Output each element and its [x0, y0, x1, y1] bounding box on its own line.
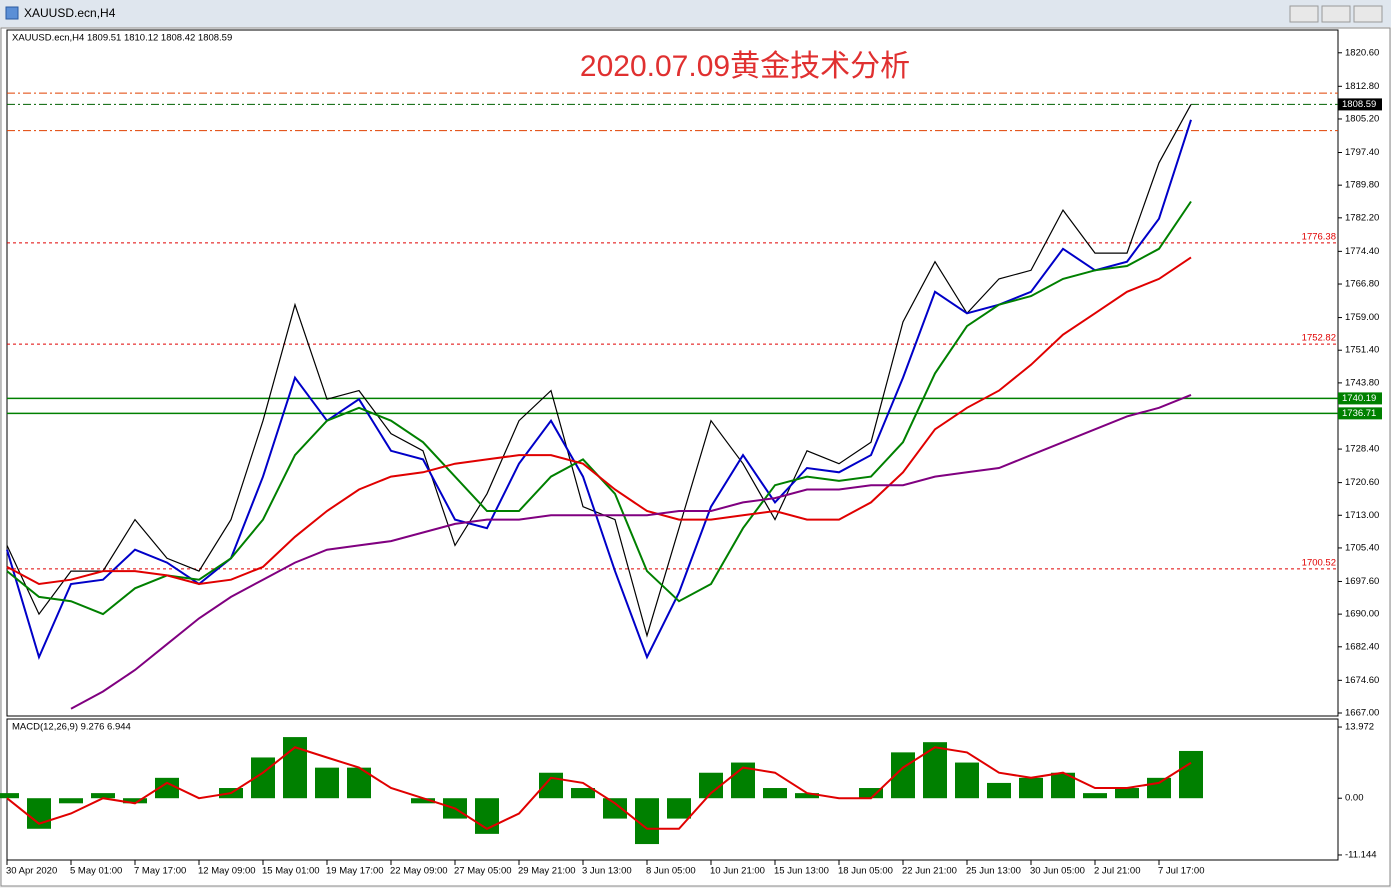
y-tick-label: 1690.00 [1345, 609, 1379, 620]
y-tick-label: 1812.80 [1345, 81, 1379, 92]
level-label-box [1338, 407, 1382, 420]
x-tick-label: 8 Jun 05:00 [646, 866, 696, 877]
histogram-bar [0, 793, 19, 799]
y-tick-label: 1789.80 [1345, 180, 1379, 191]
series-line [6, 746, 1192, 830]
histogram-bar [539, 772, 563, 799]
histogram-bar [1083, 793, 1107, 799]
histogram-bar [411, 798, 435, 804]
y-tick-label: 1728.40 [1345, 444, 1379, 455]
x-tick-label: 15 Jun 13:00 [774, 866, 829, 877]
histogram-bar [923, 742, 947, 799]
price-plot-frame [6, 29, 1339, 717]
macd-header: MACD(12,26,9) 9.276 6.944 [12, 722, 131, 733]
y-tick-label: 1759.00 [1345, 312, 1379, 323]
y-tick-label: 1805.20 [1345, 113, 1379, 124]
y-tick-label: 1667.00 [1345, 708, 1379, 719]
x-tick-label: 22 Jun 21:00 [902, 866, 957, 877]
macd-plot-frame [6, 718, 1339, 861]
histogram-bar [315, 767, 339, 799]
window-title: XAUUSD.ecn,H4 [24, 6, 116, 20]
restore-button[interactable] [1321, 5, 1351, 23]
x-tick-label: 2 Jul 21:00 [1094, 866, 1140, 877]
y-tick-label: 1766.80 [1345, 279, 1379, 290]
level-label: 1700.52 [1302, 557, 1336, 568]
histogram-bar [1115, 788, 1139, 799]
histogram-bar [59, 798, 83, 804]
histogram-bar [763, 788, 787, 799]
histogram-bar [955, 762, 979, 799]
y-tick-label: 1713.00 [1345, 510, 1379, 521]
y-tick-label: 1682.40 [1345, 641, 1379, 652]
title-bar [0, 0, 1391, 27]
x-tick-label: 22 May 09:00 [390, 866, 448, 877]
level-label: 1752.82 [1302, 333, 1336, 344]
chart-area [0, 27, 1391, 887]
y-tick-label: 13.972 [1345, 722, 1374, 733]
x-tick-label: 3 Jun 13:00 [582, 866, 632, 877]
y-tick-label: 1697.60 [1345, 576, 1379, 587]
histogram-bar [1019, 777, 1043, 799]
x-tick-label: 12 May 09:00 [198, 866, 256, 877]
series-line [6, 119, 1192, 661]
symbol-header: XAUUSD.ecn,H4 1809.51 1810.12 1808.42 18… [12, 33, 232, 44]
histogram-bar [91, 793, 115, 799]
y-tick-label: 1674.60 [1345, 675, 1379, 686]
y-tick-label: 1720.60 [1345, 477, 1379, 488]
series-line [70, 393, 1192, 710]
chart-title: 2020.07.09黄金技术分析 [580, 50, 910, 83]
x-tick-label: 18 Jun 05:00 [838, 866, 893, 877]
level-label: 1740.19 [1342, 393, 1376, 404]
x-tick-label: 30 Apr 2020 [6, 866, 57, 877]
level-label: 1776.38 [1302, 231, 1336, 242]
histogram-bar [123, 798, 147, 804]
y-tick-label: 0.00 [1345, 793, 1364, 804]
y-tick-label: 1782.20 [1345, 212, 1379, 223]
x-tick-label: 10 Jun 21:00 [710, 866, 765, 877]
y-tick-label: 1774.40 [1345, 246, 1379, 257]
x-tick-label: 15 May 01:00 [262, 866, 320, 877]
histogram-bar [155, 777, 179, 799]
histogram-bar [795, 793, 819, 799]
x-tick-label: 5 May 01:00 [70, 866, 122, 877]
level-label-box [1338, 392, 1382, 405]
x-tick-label: 27 May 05:00 [454, 866, 512, 877]
histogram-bar [1147, 777, 1171, 799]
histogram-bar [603, 798, 627, 819]
level-label: 1808.59 [1342, 99, 1376, 110]
series-line [6, 104, 1192, 638]
y-tick-label: -11.144 [1345, 849, 1377, 860]
x-tick-label: 7 May 17:00 [134, 866, 186, 877]
histogram-bar [859, 788, 883, 799]
histogram-bar [987, 782, 1011, 799]
level-label-box [1338, 98, 1382, 111]
y-tick-label: 1797.40 [1345, 147, 1379, 158]
close-button[interactable] [1353, 5, 1383, 23]
x-tick-label: 7 Jul 17:00 [1158, 866, 1204, 877]
y-tick-label: 1751.40 [1345, 345, 1379, 356]
histogram-bar [571, 788, 595, 799]
minimize-button[interactable] [1289, 5, 1319, 23]
x-tick-label: 29 May 21:00 [518, 866, 576, 877]
series-line [6, 256, 1192, 586]
x-tick-label: 19 May 17:00 [326, 866, 384, 877]
histogram-bar [635, 798, 659, 845]
level-label: 1736.71 [1342, 408, 1376, 419]
y-tick-label: 1743.80 [1345, 377, 1379, 388]
app-icon [5, 6, 19, 20]
y-tick-label: 1705.40 [1345, 542, 1379, 553]
x-tick-label: 30 Jun 05:00 [1030, 866, 1085, 877]
histogram-bar [667, 798, 691, 819]
histogram-bar [1179, 750, 1203, 799]
y-tick-label: 1820.60 [1345, 47, 1379, 58]
x-tick-label: 25 Jun 13:00 [966, 866, 1021, 877]
